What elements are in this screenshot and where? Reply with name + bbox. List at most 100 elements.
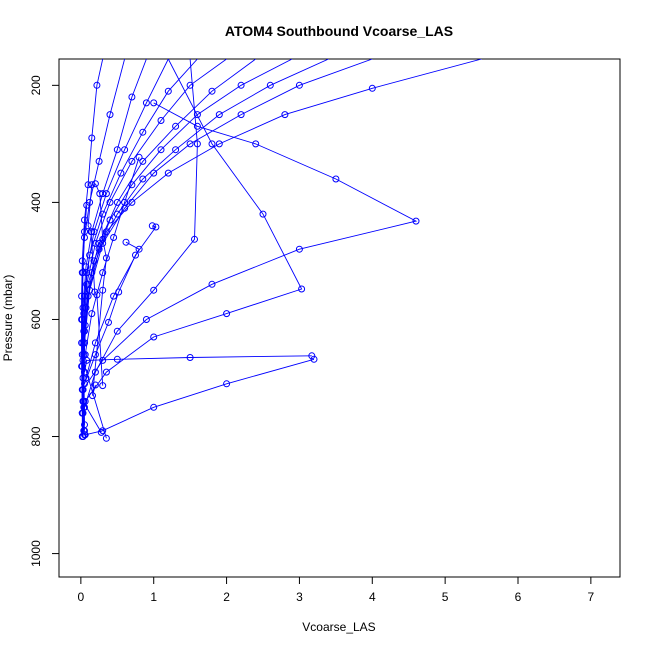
- series-line: [85, 358, 315, 436]
- series-point: [157, 117, 165, 124]
- series-point: [139, 175, 147, 183]
- series-point: [172, 146, 180, 154]
- series-point: [78, 257, 86, 265]
- series-line: [82, 59, 198, 414]
- series-point: [298, 285, 306, 293]
- series-point: [281, 111, 289, 119]
- y-tick-label: 800: [29, 426, 43, 446]
- series-point: [266, 81, 274, 89]
- series-point: [150, 286, 158, 294]
- series-point: [81, 216, 88, 224]
- series-point: [105, 318, 112, 326]
- series-point: [88, 310, 96, 318]
- x-tick-label: 5: [442, 590, 449, 604]
- series-line: [82, 59, 482, 402]
- y-tick-label: 600: [29, 309, 43, 329]
- series-point: [110, 292, 118, 300]
- series-line: [83, 59, 329, 408]
- series-point: [106, 198, 114, 206]
- series-point: [99, 269, 107, 277]
- series-point: [113, 146, 121, 154]
- series-line: [85, 241, 140, 379]
- x-tick-label: 6: [515, 590, 522, 604]
- x-tick-label: 1: [150, 590, 157, 604]
- series-point: [191, 235, 198, 243]
- y-tick-label: 1000: [29, 540, 43, 567]
- series-point: [113, 355, 121, 363]
- x-tick-label: 2: [223, 590, 230, 604]
- series-point: [91, 180, 99, 188]
- series-point: [215, 140, 223, 148]
- series-point: [113, 198, 121, 206]
- series-point: [193, 122, 201, 130]
- series-point: [186, 140, 194, 148]
- series-line: [87, 184, 104, 386]
- x-tick-label: 0: [78, 590, 85, 604]
- series-group: [78, 59, 482, 442]
- series-line: [84, 355, 312, 373]
- series-point: [142, 316, 150, 323]
- series-point: [152, 223, 160, 231]
- series-point: [135, 153, 143, 161]
- series-point: [99, 235, 107, 243]
- series-point: [117, 169, 125, 177]
- series-point: [99, 286, 107, 294]
- series-point: [157, 146, 165, 154]
- series-point: [128, 181, 136, 189]
- series-point: [150, 403, 158, 411]
- series-line: [84, 59, 303, 402]
- series-point: [102, 254, 110, 262]
- series-point: [259, 210, 267, 218]
- series-point: [150, 169, 158, 177]
- series-point: [90, 257, 98, 265]
- series-point: [78, 316, 86, 323]
- series-point: [102, 368, 110, 376]
- series-point: [78, 362, 86, 370]
- series-point: [99, 382, 107, 390]
- series-point: [215, 111, 223, 119]
- series-point: [164, 169, 172, 177]
- series-point: [89, 392, 96, 400]
- series-point: [186, 354, 194, 361]
- series-point: [96, 190, 104, 198]
- x-tick-label: 4: [369, 590, 376, 604]
- series-point: [91, 339, 99, 347]
- series-point: [252, 140, 260, 148]
- series-line: [83, 59, 373, 402]
- series-point: [106, 111, 114, 119]
- series-point: [95, 157, 103, 165]
- series-line: [84, 225, 157, 384]
- series-point: [82, 374, 90, 382]
- series-line: [81, 205, 88, 437]
- series-point: [223, 380, 231, 388]
- series-point: [88, 269, 96, 277]
- series-point: [208, 87, 216, 95]
- series-point: [79, 269, 87, 277]
- y-axis: 200 400 600 800 1000: [29, 75, 60, 567]
- x-tick-label: 7: [588, 590, 595, 604]
- y-tick-label: 400: [29, 192, 43, 212]
- series-point: [237, 81, 245, 89]
- series-point: [193, 111, 201, 119]
- series-point: [121, 146, 129, 154]
- series-point: [91, 239, 99, 247]
- series-point: [78, 409, 86, 417]
- series-point: [148, 222, 156, 230]
- series-point: [150, 333, 158, 341]
- series-point: [102, 434, 110, 442]
- x-axis-label: Vcoarse_LAS: [302, 620, 375, 634]
- series-line: [82, 59, 256, 431]
- series-point: [113, 210, 121, 218]
- series-point: [139, 157, 147, 165]
- series-point: [102, 190, 110, 198]
- series-point: [91, 381, 99, 389]
- series-point: [87, 228, 95, 236]
- series-point: [81, 421, 88, 429]
- series-point: [308, 352, 316, 360]
- series-point: [295, 81, 303, 89]
- y-axis-label: Pressure (mbar): [1, 275, 15, 362]
- series-point: [122, 238, 130, 246]
- series-point: [128, 157, 136, 165]
- y-tick-label: 200: [29, 75, 43, 95]
